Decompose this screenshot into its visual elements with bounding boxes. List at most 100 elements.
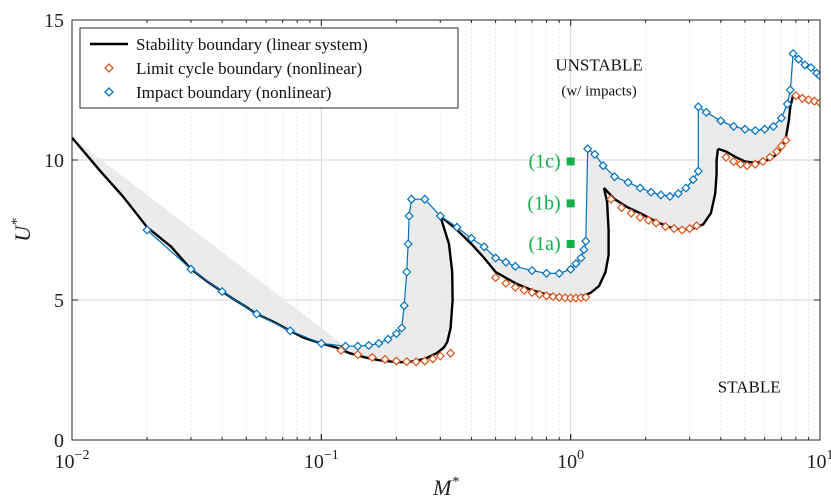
legend-swatch-limit-cycle <box>104 63 114 73</box>
impact-point <box>623 177 633 188</box>
case-label: (1b) <box>527 192 560 214</box>
region-label: UNSTABLE <box>555 55 642 74</box>
limit-cycle-point <box>635 212 645 223</box>
limit-cycle-point <box>651 218 661 228</box>
impact-point <box>391 328 402 339</box>
limit-cycle-point <box>519 285 529 295</box>
limit-cycle-point <box>367 352 377 363</box>
region-label: STABLE <box>718 377 781 396</box>
impact-point <box>501 257 511 267</box>
impact-point <box>728 121 739 132</box>
shade-lobe <box>698 53 794 163</box>
impact-point <box>527 265 537 276</box>
impact-point <box>399 300 409 311</box>
y-tick-label: 5 <box>54 290 64 312</box>
impact-point <box>583 144 593 154</box>
impact-point <box>673 188 683 199</box>
data-series <box>72 48 820 367</box>
limit-cycle-point <box>428 354 438 364</box>
y-tick-label: 15 <box>44 10 64 32</box>
impact-point <box>716 116 726 126</box>
limit-cycle-point <box>669 223 679 234</box>
impact-point <box>142 225 152 235</box>
limit-cycle-point <box>554 292 564 302</box>
impact-point <box>435 211 445 221</box>
x-axis-label: M* <box>432 474 459 500</box>
impact-point <box>656 190 666 200</box>
limit-cycle-point <box>336 345 346 356</box>
limit-cycle-point <box>445 348 456 358</box>
impact-point <box>364 340 374 351</box>
plot-frame <box>71 19 821 441</box>
limit-cycle-point <box>391 356 402 366</box>
case-marker <box>566 199 575 208</box>
impact-point <box>374 338 384 349</box>
impact-point <box>406 194 417 204</box>
limit-cycle-point <box>791 90 801 101</box>
case-label: (1a) <box>528 233 560 255</box>
shade-lobe <box>72 137 453 363</box>
limit-cycle-point <box>626 208 636 218</box>
impact-point <box>554 268 564 279</box>
x-tick-label: 10−2 <box>55 448 90 473</box>
impact-point <box>217 286 227 297</box>
limit-cycle-point <box>750 159 760 169</box>
point-labels: (1a) (1b) (1c) <box>527 150 575 255</box>
impact-point <box>785 85 795 95</box>
limit-cycle-point <box>809 96 820 106</box>
impact-point <box>541 268 552 279</box>
impact-point <box>598 160 608 171</box>
limit-cycle-point <box>776 141 787 151</box>
impact-point <box>340 341 351 351</box>
impact-point <box>579 244 589 255</box>
impact-point <box>750 125 760 136</box>
impact-point <box>571 258 581 269</box>
impact-point <box>788 48 798 59</box>
limit-cycle-point <box>527 287 537 298</box>
impact-point <box>688 174 698 185</box>
region-label: (w/ impacts) <box>561 84 636 100</box>
impact-point <box>251 309 262 319</box>
impact-point <box>806 62 816 73</box>
y-axis-label: U* <box>9 218 35 242</box>
limit-cycle-point <box>815 97 820 108</box>
impact-point <box>693 102 703 112</box>
impact-point <box>466 233 477 244</box>
impact-point <box>609 172 620 182</box>
impact-point <box>186 264 196 274</box>
limit-cycle-point <box>435 351 445 361</box>
limit-cycle-point <box>402 356 412 367</box>
impact-point <box>285 326 295 336</box>
limit-cycle-point <box>490 272 501 283</box>
limit-cycle-point <box>684 223 695 234</box>
impact-point <box>581 236 591 246</box>
limit-cycle-point <box>771 146 782 157</box>
limit-cycle-point <box>728 156 739 167</box>
region-labels: UNSTABLE (w/ impacts) STABLE <box>555 55 780 396</box>
impact-point <box>782 99 793 109</box>
impact-point <box>665 191 675 202</box>
limit-cycle-point <box>797 93 808 104</box>
limit-cycle-point <box>691 221 702 231</box>
limit-cycle-point <box>501 278 511 288</box>
limit-cycle-point <box>758 156 768 167</box>
impact-point <box>403 239 413 249</box>
shaded-regions <box>72 53 794 363</box>
impact-point <box>815 71 820 81</box>
axis-labels: M* U* <box>9 218 459 500</box>
x-tick-label: 100 <box>557 448 584 473</box>
impact-point <box>566 264 576 274</box>
limit-cycle-point <box>643 215 654 225</box>
impact-point <box>760 124 770 134</box>
impact-point <box>452 222 462 232</box>
impact-point <box>316 338 326 349</box>
limit-cycle-point <box>548 291 558 302</box>
impact-point <box>693 166 703 176</box>
case-marker <box>566 240 575 248</box>
legend-swatch-impact <box>104 87 114 97</box>
limit-cycle-point <box>353 349 363 360</box>
limit-cycle-point <box>735 159 746 169</box>
impact-point <box>701 107 711 118</box>
legend: Stability boundary (linear system) Limit … <box>79 27 459 109</box>
